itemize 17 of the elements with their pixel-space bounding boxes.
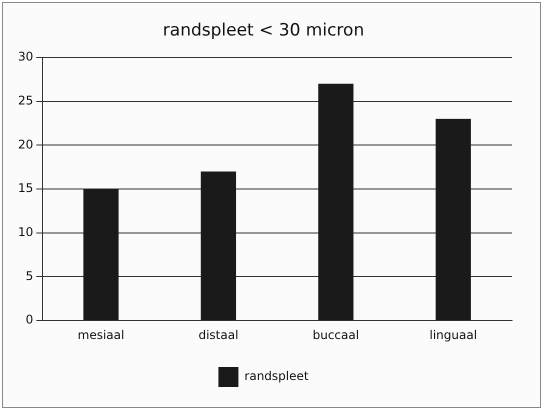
bar [83,189,119,320]
chart-title: randspleet < 30 micron [162,20,364,41]
legend-label: randspleet [244,369,309,384]
y-tick-label: 20 [18,137,34,152]
y-tick-label: 5 [26,268,34,283]
x-tick-label: linguaal [430,328,478,342]
y-tick-label: 25 [18,93,34,108]
x-tick-label: distaal [198,328,238,342]
bar [436,118,471,320]
x-tick-label: mesiaal [78,328,124,342]
y-tick-label: 15 [18,181,34,196]
y-tick-label: 30 [18,50,34,64]
y-tick-label: 10 [18,224,34,239]
bar [318,84,354,320]
x-tick-label: buccaal [312,328,360,342]
bar [200,171,236,320]
y-tick-label: 0 [26,312,34,327]
